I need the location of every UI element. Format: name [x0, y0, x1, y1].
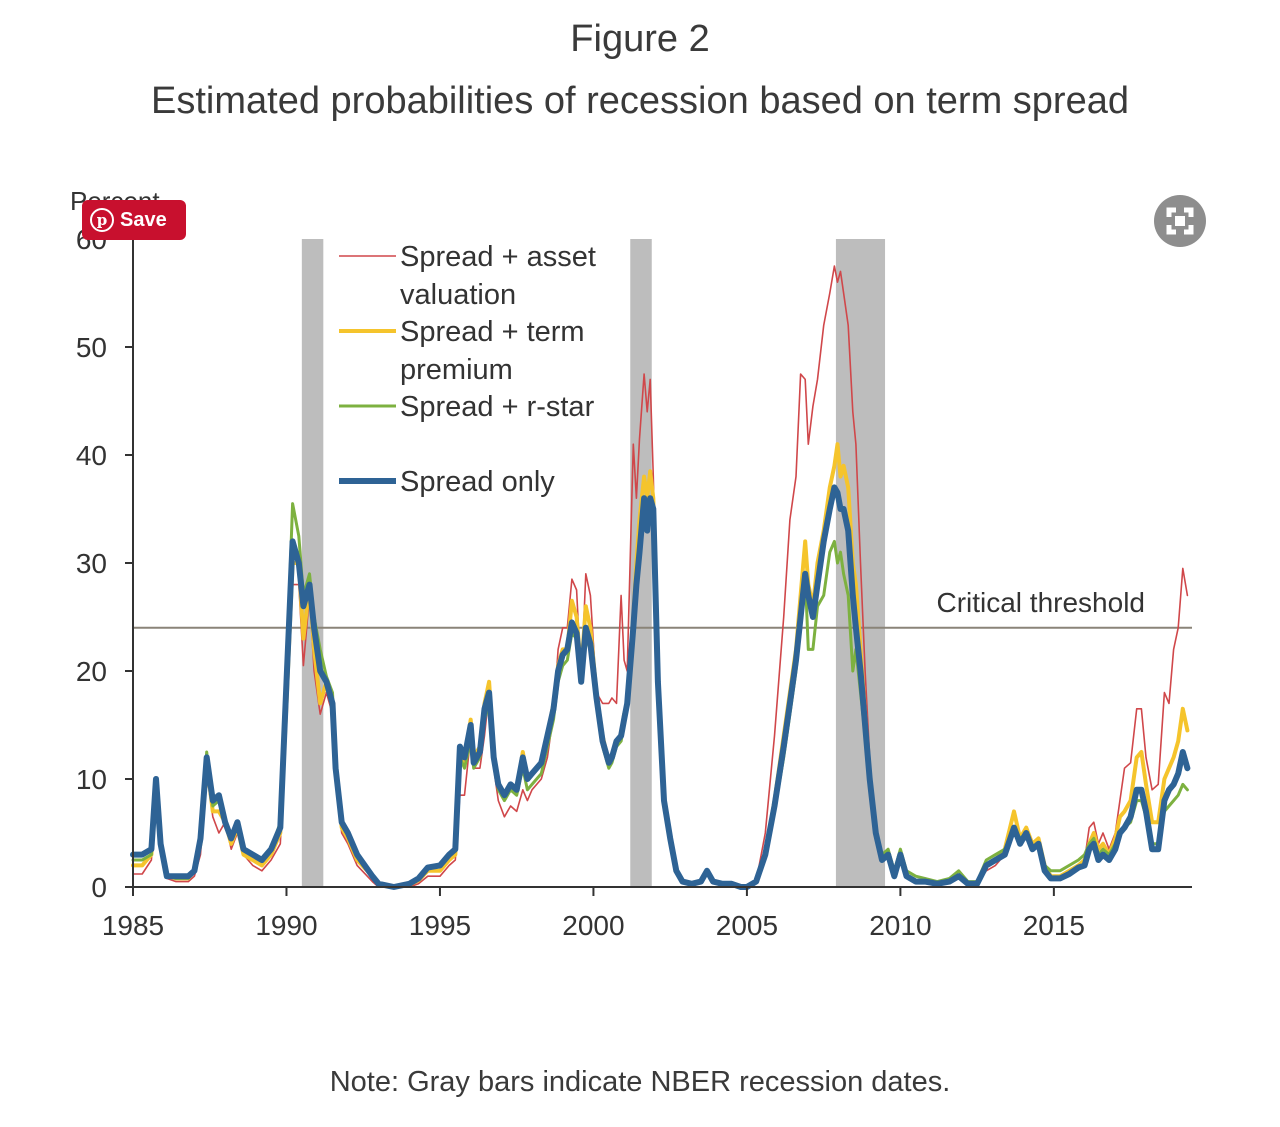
- x-tick-label: 2005: [716, 910, 778, 941]
- x-tick-label: 2015: [1023, 910, 1085, 941]
- y-tick-label: 10: [76, 764, 107, 795]
- threshold-label: Critical threshold: [936, 587, 1145, 618]
- pinterest-save-button[interactable]: p Save: [82, 200, 186, 240]
- series-lines: [130, 265, 1191, 890]
- x-tick-label: 1995: [409, 910, 471, 941]
- chart-note: Note: Gray bars indicate NBER recession …: [329, 1066, 951, 1098]
- recession-bars: [301, 239, 886, 887]
- figure-label: Figure 2: [570, 18, 710, 60]
- y-tick-label: 0: [91, 872, 107, 903]
- x-tick-label: 1990: [255, 910, 317, 941]
- y-tick-label: 50: [76, 332, 107, 363]
- x-tick-label: 2010: [869, 910, 931, 941]
- x-tick-label: 2000: [562, 910, 624, 941]
- legend-item: Spread + asset valuation: [339, 241, 596, 311]
- legend-item: Spread only: [339, 466, 555, 498]
- legend-label: Spread + asset valuation: [400, 241, 596, 311]
- legend-item: Spread + r-star: [339, 391, 595, 423]
- legend-label: Spread + r-star: [400, 391, 595, 423]
- recession-bar: [301, 239, 324, 887]
- legend-item: Spread + term premium: [339, 316, 585, 386]
- pinterest-icon: p: [90, 208, 114, 232]
- save-button-label: Save: [120, 208, 167, 231]
- chart-title: Estimated probabilities of recession bas…: [151, 80, 1129, 122]
- expand-button[interactable]: [1154, 195, 1206, 247]
- x-tick-label: 1985: [102, 910, 164, 941]
- series-line-spread-only: [130, 484, 1191, 890]
- y-tick-label: 20: [76, 656, 107, 687]
- expand-icon: [1166, 207, 1194, 235]
- legend-label: Spread + term premium: [400, 316, 585, 386]
- y-tick-label: 30: [76, 548, 107, 579]
- legend-label: Spread only: [400, 466, 555, 498]
- y-tick-label: 40: [76, 440, 107, 471]
